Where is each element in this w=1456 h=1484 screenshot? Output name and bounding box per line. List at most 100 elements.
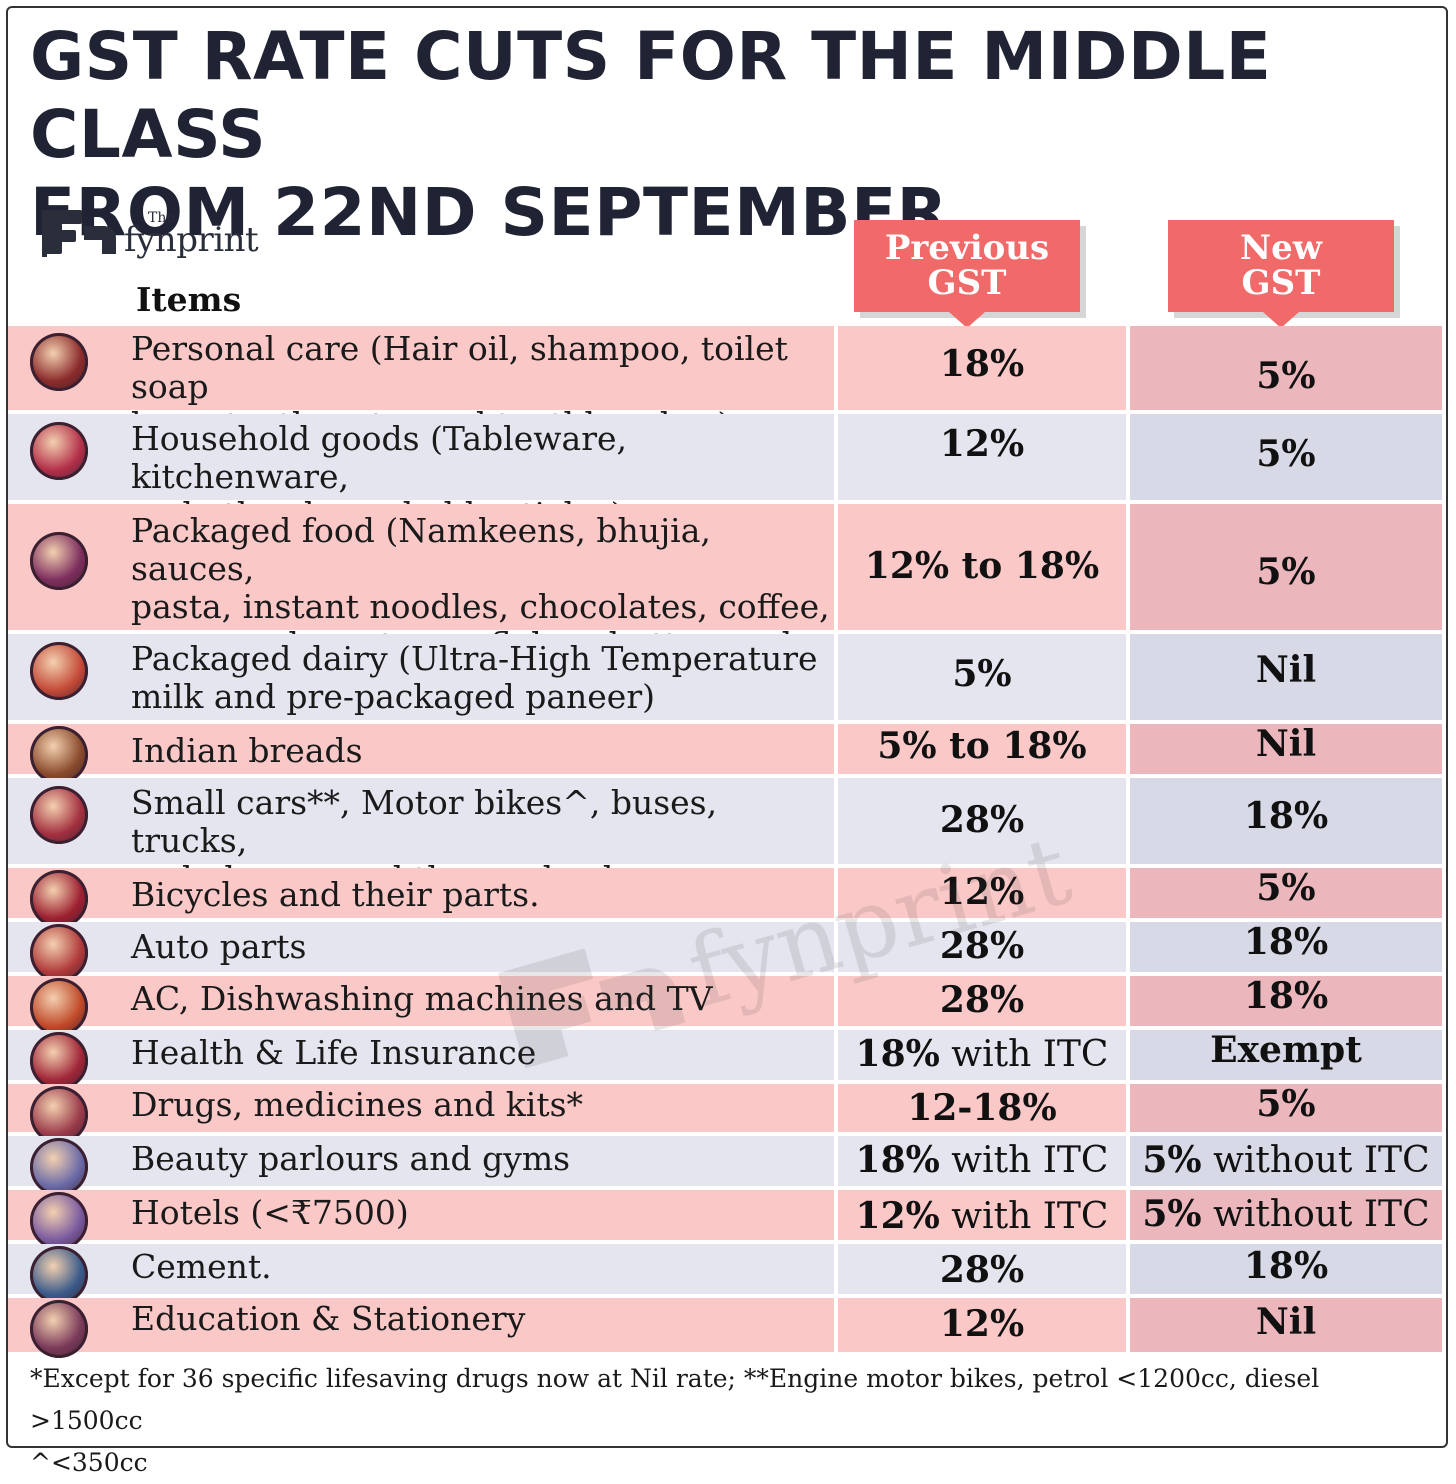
new-gst-value: 18%: [1130, 922, 1442, 962]
bicycle-icon: [30, 870, 88, 928]
cement-mixer-icon: [30, 1246, 88, 1304]
infographic-frame: [6, 6, 1448, 1448]
item-label-line: Drugs, medicines and kits*: [131, 1085, 584, 1124]
food-box-icon: [30, 532, 88, 590]
new-gst-rate: Exempt: [1210, 1029, 1362, 1071]
previous-gst-rate: 28%: [939, 979, 1025, 1021]
previous-gst-cell: 12% to 18%: [838, 504, 1126, 630]
new-gst-rate: 18%: [1243, 975, 1329, 1017]
item-label: Hotels (<₹7500): [131, 1194, 409, 1232]
item-cell: Auto parts: [8, 922, 834, 982]
new-gst-suffix: without ITC: [1201, 1194, 1430, 1235]
item-label-line: Health & Life Insurance: [131, 1033, 537, 1072]
new-gst-cell: 5%: [1130, 414, 1442, 500]
item-cell: Education & Stationery: [8, 1298, 834, 1358]
new-gst-cell: 5% without ITC: [1130, 1136, 1442, 1186]
medicine-icon: [30, 1086, 88, 1144]
new-gst-value: 5%: [1130, 1084, 1442, 1124]
page-title: GST RATE CUTS FOR THE MIDDLE CLASS FROM …: [30, 18, 1440, 252]
item-label: Bicycles and their parts.: [131, 876, 540, 914]
title-line-2: FROM 22ND SEPTEMBER: [30, 174, 948, 251]
previous-gst-cell: 12%: [838, 868, 1126, 918]
table-row: Hotels (<₹7500) 12% with ITC 5% without IT…: [8, 1190, 1442, 1250]
item-cell: Household goods (Tableware, kitchenware,…: [8, 414, 834, 534]
item-cell: AC, Dishwashing machines and TV: [8, 976, 834, 1036]
footnote: *Except for 36 specific lifesaving drugs…: [30, 1358, 1430, 1484]
bread-icon: [30, 726, 88, 784]
new-gst-rate: Nil: [1255, 723, 1317, 765]
brand-small-text: The: [148, 210, 175, 226]
shield-heart-icon: [30, 1032, 88, 1090]
item-cell: Personal care (Hair oil, shampoo, toilet…: [8, 326, 834, 444]
footnote-line-2: ^<350cc: [30, 1448, 148, 1477]
previous-gst-rate: 12%: [855, 1195, 940, 1237]
previous-gst-cell: 18% with ITC: [838, 1136, 1126, 1186]
new-gst-cell: 5%: [1130, 326, 1442, 410]
new-gst-cell: 5%: [1130, 504, 1442, 630]
previous-gst-value: 5%: [838, 654, 1126, 694]
washing-machine-icon: [30, 978, 88, 1036]
previous-gst-cell: 12-18%: [838, 1084, 1126, 1132]
table-row: Education & Stationery 12% Nil: [8, 1298, 1442, 1358]
previous-gst-cell: 28%: [838, 922, 1126, 972]
new-gst-cell: Nil: [1130, 634, 1442, 720]
new-gst-value: 5%: [1130, 552, 1442, 592]
item-cell: Bicycles and their parts.: [8, 868, 834, 928]
previous-gst-cell: 5%: [838, 634, 1126, 720]
item-label-line: Beauty parlours and gyms: [131, 1139, 571, 1178]
new-gst-label-2: GST: [1241, 263, 1321, 303]
previous-gst-rate: 12%: [939, 871, 1025, 913]
previous-gst-value: 28%: [838, 980, 1126, 1020]
new-gst-value: 5% without ITC: [1130, 1140, 1442, 1181]
brand-wordmark: fynprint: [124, 220, 259, 260]
previous-gst-rate: 12-18%: [907, 1087, 1057, 1129]
previous-gst-rate: 12%: [939, 423, 1025, 465]
table-row: Beauty parlours and gyms 18% with ITC 5% w…: [8, 1136, 1442, 1196]
table-row: AC, Dishwashing machines and TV 28% 18%: [8, 975, 1442, 1036]
item-cell: Beauty parlours and gyms: [8, 1136, 834, 1196]
new-gst-cell: 18%: [1130, 922, 1442, 972]
previous-gst-cell: 18% with ITC: [838, 1030, 1126, 1080]
table-row: Household goods (Tableware, kitchenware,…: [8, 414, 1442, 534]
previous-gst-rate: 18%: [939, 343, 1025, 385]
table-row: Packaged food (Namkeens, bhujia, sauces,…: [8, 504, 1442, 702]
footnote-line-1: *Except for 36 specific lifesaving drugs…: [30, 1364, 1320, 1435]
new-gst-cell: 5%: [1130, 1084, 1442, 1132]
brand-logo: The fynprint: [40, 204, 259, 260]
item-label: Health & Life Insurance: [131, 1034, 536, 1072]
new-gst-rate: 5%: [1142, 1139, 1202, 1181]
previous-gst-value: 18% with ITC: [838, 1034, 1126, 1075]
new-gst-cell: Nil: [1130, 1298, 1442, 1352]
previous-gst-rate: 28%: [939, 799, 1025, 841]
new-gst-rate: 5%: [1256, 551, 1316, 593]
new-gst-rate: 5%: [1256, 355, 1316, 397]
new-gst-value: Nil: [1130, 724, 1442, 764]
previous-gst-suffix: with ITC: [939, 1140, 1109, 1181]
bottle-icon: [30, 333, 88, 391]
new-gst-value: 5% without ITC: [1130, 1194, 1442, 1235]
item-label: Drugs, medicines and kits*: [131, 1086, 583, 1124]
item-label-line: Auto parts: [131, 927, 307, 966]
item-label-line: AC, Dishwashing machines and TV: [131, 979, 713, 1018]
previous-gst-rate: 12%: [939, 1303, 1025, 1345]
hotel-icon: [30, 1192, 88, 1250]
item-cell: Drugs, medicines and kits*: [8, 1084, 834, 1144]
new-gst-rate: Nil: [1255, 1301, 1317, 1343]
item-cell: Health & Life Insurance: [8, 1030, 834, 1090]
graduate-icon: [30, 1300, 88, 1358]
fynprint-logo-icon: [42, 210, 116, 257]
item-cell: Packaged food (Namkeens, bhujia, sauces,…: [8, 504, 834, 702]
item-label: Education & Stationery: [131, 1300, 525, 1338]
item-cell: Small cars**, Motor bikes^, buses, truck…: [8, 778, 834, 898]
previous-gst-rate: 18%: [855, 1139, 940, 1181]
item-label: Beauty parlours and gyms: [131, 1140, 570, 1178]
item-label-line: pasta, instant noodles, chocolates, coff…: [131, 587, 830, 626]
previous-gst-rate: 12% to 18%: [864, 545, 1100, 587]
item-label: AC, Dishwashing machines and TV: [131, 980, 712, 1018]
cosmetics-icon: [30, 1138, 88, 1196]
previous-gst-rate: 28%: [939, 925, 1025, 967]
item-label-line: Bicycles and their parts.: [131, 875, 540, 914]
previous-gst-value: 5% to 18%: [838, 726, 1126, 766]
new-gst-rate: 18%: [1243, 795, 1329, 837]
previous-gst-value: 12-18%: [838, 1088, 1126, 1128]
